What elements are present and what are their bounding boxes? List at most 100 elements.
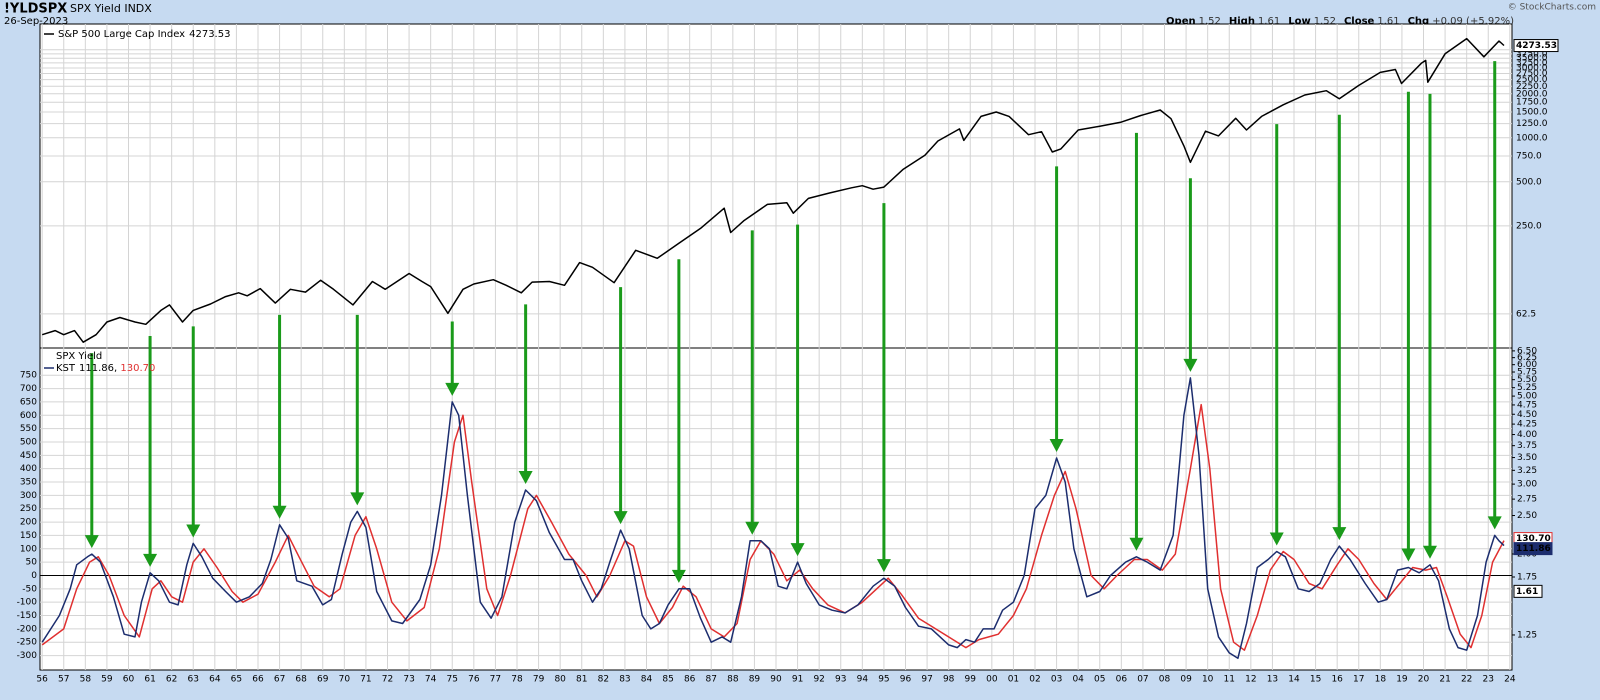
x-tick-label: 02 [1029,675,1040,685]
x-tick-label: 88 [727,675,739,685]
value-label: 4273.53 [1516,41,1557,51]
x-tick-label: 97 [921,675,932,685]
y-tick-label: 550 [20,424,37,434]
x-tick-label: 77 [490,675,501,685]
y-tick-label: 250 [20,504,37,514]
arrow-head [272,505,287,519]
y-tick-label: 0 [31,571,37,581]
y-tick-label: 50 [26,558,38,568]
y-tick-label: 3500.0 [1516,54,1548,64]
arrow-head [518,471,533,485]
y-tick-label: 1000.0 [1516,133,1548,143]
series-line [41,377,1505,660]
x-tick-label: 96 [900,675,912,685]
x-tick-label: 18 [1375,675,1387,685]
y-tick-label: 600 [20,411,37,421]
y-tick-label: -300 [17,651,38,661]
y2-tick-label: 3.75 [1517,441,1537,451]
x-tick-label: 70 [339,675,351,685]
x-tick-label: 05 [1094,675,1105,685]
y-tick-label: 2500.0 [1516,75,1548,85]
arrow-head [445,382,460,396]
legend-name: S&P 500 Large Cap Index [58,29,185,40]
y2-tick-label: 3.00 [1517,480,1537,490]
x-tick-label: 24 [1504,675,1516,685]
y2-tick-label: 4.25 [1517,420,1537,430]
x-tick-label: 67 [274,675,285,685]
x-tick-label: 21 [1439,675,1450,685]
y2-tick-label: 4.50 [1517,410,1537,420]
x-tick-label: 06 [1116,675,1128,685]
panel-title: SPX Yield [56,351,102,362]
y-tick-label: 500 [20,437,37,447]
x-tick-label: 99 [965,675,977,685]
x-tick-label: 91 [792,675,803,685]
x-tick-label: 03 [1051,675,1062,685]
legend-value: 130.70 [120,363,155,374]
quote-value: +0.09 (+5.92%) [1432,16,1514,27]
x-tick-label: 89 [749,675,761,685]
x-tick-label: 59 [101,675,113,685]
value-label: 130.70 [1516,534,1551,544]
x-tick-label: 73 [403,675,414,685]
x-tick-label: 95 [878,675,889,685]
y-tick-label: 750 [20,371,37,381]
value-label: 1.61 [1516,587,1538,597]
quote-label: Low [1288,16,1310,27]
arrow-head [1183,358,1198,372]
x-tick-label: 80 [554,675,566,685]
y-tick-label: 62.5 [1516,309,1536,319]
arrow-head [1401,548,1416,562]
legend-value: 4273.53 [189,29,230,40]
y-tick-label: 450 [20,451,37,461]
x-tick-label: 15 [1310,675,1321,685]
y-tick-label: 1250.0 [1516,119,1548,129]
y-tick-label: -150 [17,611,38,621]
y2-tick-label: 2.50 [1517,511,1537,521]
quote-label: Chg [1408,16,1430,27]
arrow-head [1332,527,1347,541]
y-tick-label: 2000.0 [1516,89,1548,99]
y-tick-label: 1500.0 [1516,108,1548,118]
x-tick-label: 98 [943,675,955,685]
x-tick-label: 12 [1245,675,1256,685]
y-tick-label: 1750.0 [1516,98,1548,108]
x-tick-label: 23 [1483,675,1494,685]
x-tick-label: 10 [1202,675,1214,685]
legend: KST 111.86, 130.70 [56,363,155,374]
copyright: © StockCharts.com [1508,3,1596,13]
x-tick-label: 69 [317,675,329,685]
y-tick-label: 500.0 [1516,177,1542,187]
y2-tick-label: 3.50 [1517,453,1537,463]
value-label: 111.86 [1516,544,1551,554]
x-tick-label: 92 [813,675,824,685]
x-tick-label: 78 [511,675,523,685]
x-tick-label: 11 [1224,675,1235,685]
quote-label: Close [1344,16,1375,27]
x-tick-label: 14 [1288,675,1300,685]
y2-tick-label: 1.25 [1517,630,1537,640]
x-tick-label: 71 [360,675,371,685]
quote-value: 1.52 [1314,16,1336,27]
y2-tick-label: 6.50 [1517,346,1537,356]
x-tick-label: 64 [209,675,221,685]
y-tick-label: 350 [20,478,37,488]
arrow-head [1487,516,1502,530]
x-tick-label: 65 [231,675,242,685]
x-tick-label: 87 [706,675,717,685]
arrow-head [143,553,158,567]
y-tick-label: 750.0 [1516,152,1542,162]
value-box [1513,584,1543,598]
arrow-head [1269,532,1284,546]
y-tick-label: 3000.0 [1516,64,1548,74]
x-tick-label: 63 [188,675,199,685]
x-tick-label: 01 [1008,675,1019,685]
value-box [1513,542,1553,556]
x-tick-label: 19 [1396,675,1408,685]
y-tick-label: -250 [17,638,38,648]
y2-tick-label: 5.50 [1517,375,1537,385]
y-tick-label: 100 [20,544,37,554]
date: 26-Sep-2023 [4,16,68,27]
arrow-head [1129,537,1144,551]
y-tick-label: 3750.0 [1516,49,1548,59]
